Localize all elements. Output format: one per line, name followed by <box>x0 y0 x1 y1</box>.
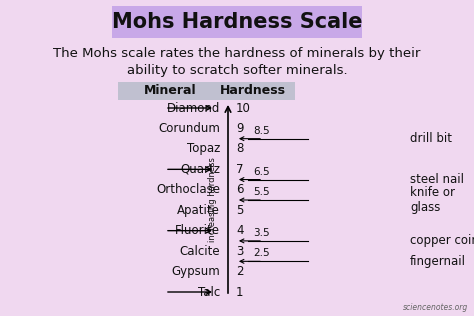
Text: Corundum: Corundum <box>158 122 220 135</box>
Text: increasing hardness: increasing hardness <box>209 158 218 242</box>
Text: Fluorite: Fluorite <box>175 224 220 237</box>
Text: Hardness: Hardness <box>220 84 286 98</box>
Text: The Mohs scale rates the hardness of minerals by their
ability to scratch softer: The Mohs scale rates the hardness of min… <box>53 47 421 77</box>
Text: 8.5: 8.5 <box>253 126 270 136</box>
Text: 5.5: 5.5 <box>253 187 270 197</box>
Text: Talc: Talc <box>198 285 220 299</box>
Text: 3.5: 3.5 <box>253 228 270 238</box>
Text: Apatite: Apatite <box>177 204 220 217</box>
Text: Diamond: Diamond <box>167 101 220 114</box>
Text: 1: 1 <box>236 285 244 299</box>
Text: copper coin: copper coin <box>410 234 474 247</box>
Text: 6.5: 6.5 <box>253 167 270 177</box>
Text: 9: 9 <box>236 122 244 135</box>
Text: Quartz: Quartz <box>180 163 220 176</box>
FancyBboxPatch shape <box>112 6 362 38</box>
Text: sciencenotes.org: sciencenotes.org <box>403 303 468 312</box>
Text: Topaz: Topaz <box>187 143 220 155</box>
Text: 4: 4 <box>236 224 244 237</box>
Text: 10: 10 <box>236 101 251 114</box>
FancyBboxPatch shape <box>118 82 295 100</box>
Text: 2.5: 2.5 <box>253 248 270 258</box>
Text: Mohs Hardness Scale: Mohs Hardness Scale <box>112 12 362 32</box>
Text: Orthoclase: Orthoclase <box>156 183 220 196</box>
Text: 3: 3 <box>236 245 243 258</box>
Text: Gypsum: Gypsum <box>171 265 220 278</box>
Text: drill bit: drill bit <box>410 132 452 145</box>
Text: Calcite: Calcite <box>179 245 220 258</box>
Text: fingernail: fingernail <box>410 255 466 268</box>
Text: 7: 7 <box>236 163 244 176</box>
Text: 6: 6 <box>236 183 244 196</box>
Text: 2: 2 <box>236 265 244 278</box>
Text: knife or
glass: knife or glass <box>410 185 455 215</box>
Text: 8: 8 <box>236 143 243 155</box>
Text: Mineral: Mineral <box>144 84 196 98</box>
Text: 5: 5 <box>236 204 243 217</box>
Text: steel nail: steel nail <box>410 173 464 186</box>
